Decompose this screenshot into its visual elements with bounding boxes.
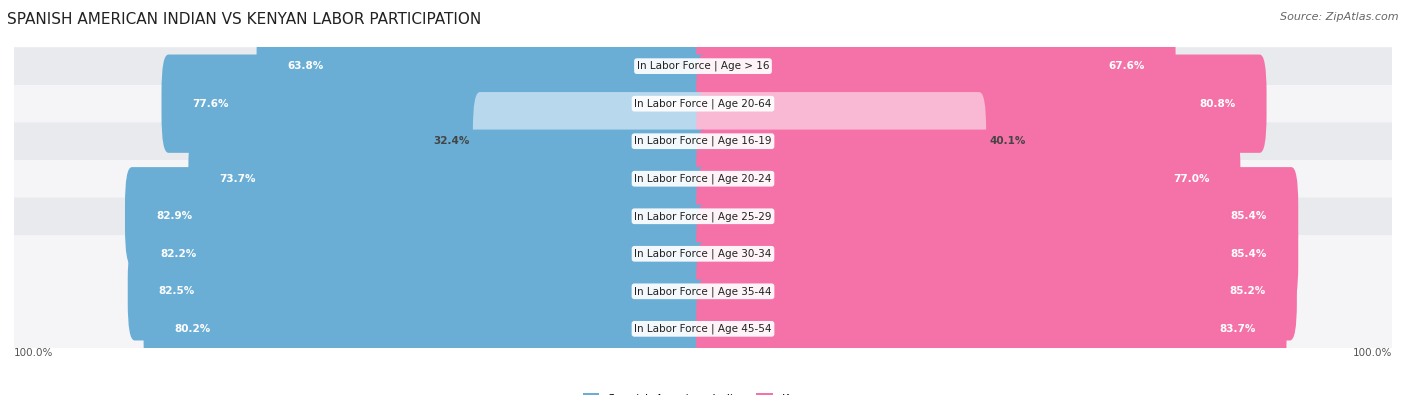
Text: In Labor Force | Age 20-64: In Labor Force | Age 20-64 bbox=[634, 98, 772, 109]
Legend: Spanish American Indian, Kenyan: Spanish American Indian, Kenyan bbox=[578, 389, 828, 395]
FancyBboxPatch shape bbox=[0, 47, 1406, 235]
Text: SPANISH AMERICAN INDIAN VS KENYAN LABOR PARTICIPATION: SPANISH AMERICAN INDIAN VS KENYAN LABOR … bbox=[7, 12, 481, 27]
FancyBboxPatch shape bbox=[0, 198, 1406, 385]
Text: 85.4%: 85.4% bbox=[1230, 211, 1267, 221]
FancyBboxPatch shape bbox=[696, 130, 1240, 228]
FancyBboxPatch shape bbox=[696, 55, 1267, 153]
Text: 80.2%: 80.2% bbox=[174, 324, 211, 334]
Text: 73.7%: 73.7% bbox=[219, 174, 256, 184]
Text: Source: ZipAtlas.com: Source: ZipAtlas.com bbox=[1281, 12, 1399, 22]
FancyBboxPatch shape bbox=[696, 167, 1298, 265]
Text: 100.0%: 100.0% bbox=[1353, 348, 1392, 357]
Text: 63.8%: 63.8% bbox=[288, 61, 323, 71]
Text: 40.1%: 40.1% bbox=[990, 136, 1026, 146]
Text: In Labor Force | Age 30-34: In Labor Force | Age 30-34 bbox=[634, 248, 772, 259]
FancyBboxPatch shape bbox=[696, 280, 1286, 378]
FancyBboxPatch shape bbox=[0, 0, 1406, 160]
FancyBboxPatch shape bbox=[125, 167, 710, 265]
Text: 82.9%: 82.9% bbox=[156, 211, 193, 221]
Text: 85.4%: 85.4% bbox=[1230, 249, 1267, 259]
FancyBboxPatch shape bbox=[128, 242, 710, 340]
FancyBboxPatch shape bbox=[0, 122, 1406, 310]
Text: 77.6%: 77.6% bbox=[193, 99, 229, 109]
FancyBboxPatch shape bbox=[0, 10, 1406, 198]
Text: 83.7%: 83.7% bbox=[1219, 324, 1256, 334]
FancyBboxPatch shape bbox=[188, 130, 710, 228]
FancyBboxPatch shape bbox=[0, 235, 1406, 395]
Text: In Labor Force | Age 16-19: In Labor Force | Age 16-19 bbox=[634, 136, 772, 147]
FancyBboxPatch shape bbox=[0, 85, 1406, 273]
Text: 82.5%: 82.5% bbox=[159, 286, 195, 296]
Text: 77.0%: 77.0% bbox=[1173, 174, 1209, 184]
FancyBboxPatch shape bbox=[0, 160, 1406, 348]
FancyBboxPatch shape bbox=[696, 205, 1298, 303]
Text: 80.8%: 80.8% bbox=[1199, 99, 1236, 109]
Text: 32.4%: 32.4% bbox=[433, 136, 470, 146]
Text: 82.2%: 82.2% bbox=[160, 249, 197, 259]
FancyBboxPatch shape bbox=[696, 92, 986, 190]
Text: 85.2%: 85.2% bbox=[1230, 286, 1265, 296]
Text: 100.0%: 100.0% bbox=[14, 348, 53, 357]
Text: In Labor Force | Age 20-24: In Labor Force | Age 20-24 bbox=[634, 173, 772, 184]
Text: In Labor Force | Age 35-44: In Labor Force | Age 35-44 bbox=[634, 286, 772, 297]
FancyBboxPatch shape bbox=[256, 17, 710, 115]
FancyBboxPatch shape bbox=[162, 55, 710, 153]
Text: In Labor Force | Age > 16: In Labor Force | Age > 16 bbox=[637, 61, 769, 71]
FancyBboxPatch shape bbox=[472, 92, 710, 190]
FancyBboxPatch shape bbox=[143, 280, 710, 378]
FancyBboxPatch shape bbox=[129, 205, 710, 303]
Text: In Labor Force | Age 45-54: In Labor Force | Age 45-54 bbox=[634, 324, 772, 334]
Text: In Labor Force | Age 25-29: In Labor Force | Age 25-29 bbox=[634, 211, 772, 222]
Text: 67.6%: 67.6% bbox=[1108, 61, 1144, 71]
FancyBboxPatch shape bbox=[696, 242, 1296, 340]
FancyBboxPatch shape bbox=[696, 17, 1175, 115]
